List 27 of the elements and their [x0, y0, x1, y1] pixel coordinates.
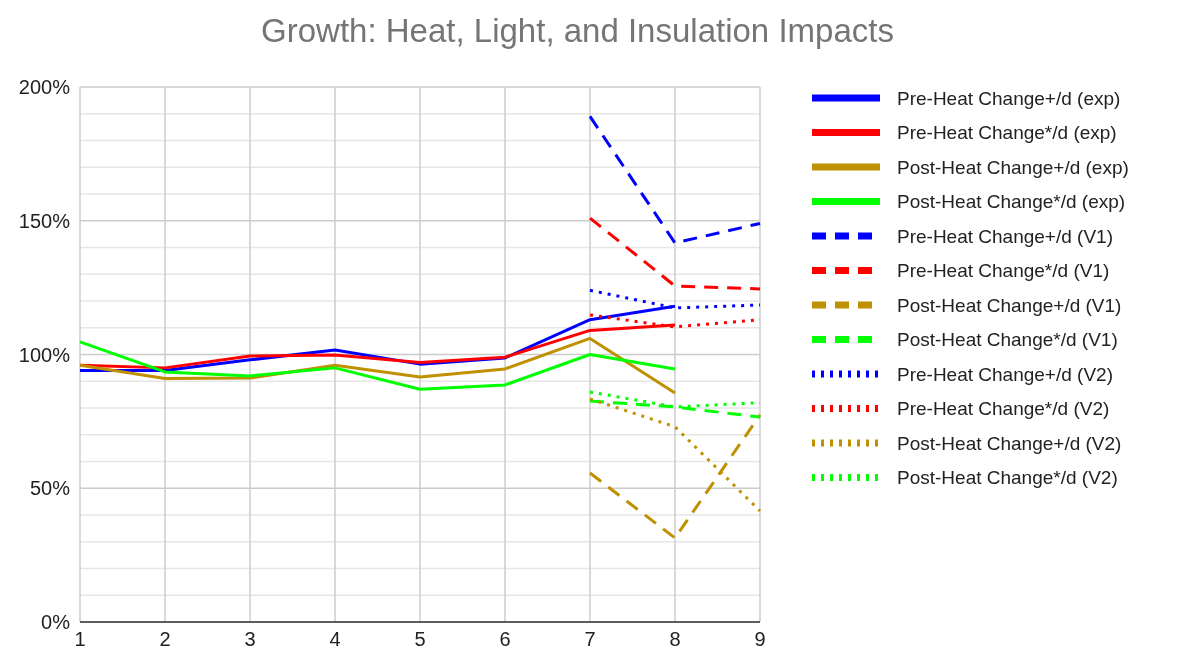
legend-label: Post-Heat Change*/d (V1): [897, 329, 1118, 351]
x-tick-label: 1: [74, 628, 86, 650]
x-tick-label: 9: [754, 628, 766, 650]
legend-label: Pre-Heat Change*/d (exp): [897, 122, 1117, 144]
y-tick-label: 150%: [18, 209, 71, 232]
x-tick-label: 8: [669, 628, 681, 650]
y-tick-label: 200%: [18, 76, 71, 98]
legend-label: Post-Heat Change+/d (V2): [897, 432, 1122, 454]
chart-title: Growth: Heat, Light, and Insulation Impacts: [261, 12, 894, 49]
legend-label: Pre-Heat Change+/d (exp): [897, 87, 1121, 109]
y-tick-label: 50%: [29, 477, 71, 500]
y-tick-label: 100%: [18, 343, 71, 366]
x-tick-label: 2: [159, 628, 171, 650]
legend-label: Post-Heat Change*/d (V2): [897, 467, 1118, 489]
x-tick-label: 4: [329, 628, 341, 650]
legend-label: Pre-Heat Change*/d (V2): [897, 398, 1110, 420]
legend-label: Post-Heat Change+/d (V1): [897, 294, 1122, 316]
legend-label: Post-Heat Change*/d (exp): [897, 191, 1126, 213]
x-tick-label: 3: [244, 628, 256, 650]
y-tick-label: 0%: [41, 611, 71, 633]
legend-label: Pre-Heat Change+/d (V1): [897, 225, 1113, 247]
legend-label: Pre-Heat Change*/d (V1): [897, 260, 1110, 282]
x-tick-label: 5: [414, 628, 426, 650]
x-tick-label: 7: [584, 628, 596, 650]
legend-label: Post-Heat Change+/d (exp): [897, 156, 1129, 178]
x-tick-label: 6: [499, 628, 511, 650]
legend-label: Pre-Heat Change+/d (V2): [897, 363, 1113, 385]
